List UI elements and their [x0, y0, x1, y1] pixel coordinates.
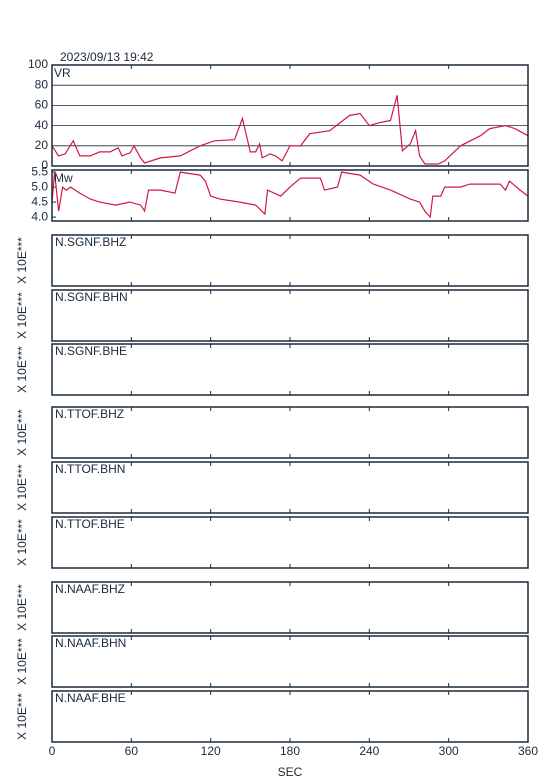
x-tick-label: 120: [201, 744, 221, 758]
x-tick-label: 300: [439, 744, 459, 758]
data-line: [51, 95, 529, 165]
y-tick-label: 20: [35, 138, 49, 152]
station-y-label: X 10E***: [15, 693, 29, 740]
station-label: N.TTOF.BHN: [55, 462, 125, 476]
station-label: N.NAAF.BHN: [55, 636, 126, 650]
y-tick-label: 60: [35, 98, 49, 112]
panel-frame: [51, 169, 529, 222]
panel-label: VR: [54, 66, 71, 80]
station-y-label: X 10E***: [15, 519, 29, 566]
station-label: N.NAAF.BHZ: [55, 582, 125, 596]
y-tick-label: 5.5: [31, 164, 48, 178]
station-y-label: X 10E***: [15, 409, 29, 456]
x-tick-label: 60: [125, 744, 139, 758]
station-y-label: X 10E***: [15, 464, 29, 511]
y-tick-label: 40: [35, 118, 49, 132]
station-y-label: X 10E***: [15, 584, 29, 631]
y-tick-label: 0: [41, 158, 48, 172]
x-tick-label: 240: [359, 744, 379, 758]
panel-frame: [51, 64, 529, 167]
station-y-label: X 10E***: [15, 346, 29, 393]
station-label: N.TTOF.BHE: [55, 517, 125, 531]
y-tick-label: 5.0: [31, 179, 48, 193]
x-tick-label: 0: [49, 744, 56, 758]
station-label: N.TTOF.BHZ: [55, 407, 124, 421]
x-axis-label: SEC: [278, 765, 303, 779]
station-label: N.SGNF.BHE: [55, 344, 127, 358]
y-tick-label: 80: [35, 77, 49, 91]
data-line: [51, 171, 529, 219]
y-tick-label: 100: [28, 57, 48, 71]
station-label: N.SGNF.BHZ: [55, 235, 126, 249]
panel-label: Mw: [54, 171, 73, 185]
station-y-label: X 10E***: [15, 638, 29, 685]
y-tick-label: 4.0: [31, 209, 48, 223]
y-tick-label: 4.5: [31, 194, 48, 208]
station-y-label: X 10E***: [15, 292, 29, 339]
timestamp: 2023/09/13 19:42: [60, 50, 154, 64]
station-label: N.SGNF.BHN: [55, 290, 128, 304]
station-label: N.NAAF.BHE: [55, 691, 126, 705]
station-y-label: X 10E***: [15, 237, 29, 284]
x-tick-label: 360: [518, 744, 538, 758]
x-tick-label: 180: [280, 744, 300, 758]
